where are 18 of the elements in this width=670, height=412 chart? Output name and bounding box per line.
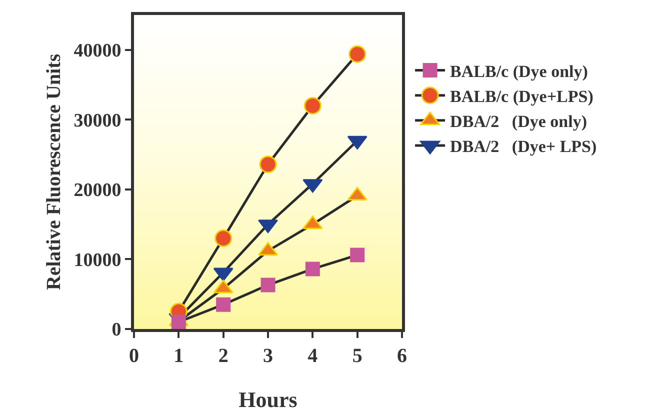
x-tick-label: 1 [174,345,184,367]
x-tick-label: 3 [263,345,273,367]
legend-label: DBA/2 (Dye+ LPS) [450,137,597,156]
x-tick-label: 0 [129,345,139,367]
x-tick-label: 4 [308,345,318,367]
x-tick-label: 2 [218,345,228,367]
x-tick-label: 6 [397,345,407,367]
y-axis-title: Relative Fluorescence Units [43,54,66,290]
legend-label: BALB/c (Dye only) [450,62,588,81]
legend-label: DBA/2 (Dye only) [450,112,587,132]
y-tick-label: 30000 [74,110,122,132]
y-tick-label: 20000 [74,180,122,202]
y-tick-label: 10000 [74,250,122,271]
y-tick-label: 0 [112,320,122,341]
x-axis-title: Hours [238,387,298,412]
legend-label: BALB/c (Dye+LPS) [450,86,594,106]
x-tick-label: 5 [352,345,362,367]
y-tick-label: 40000 [74,40,122,62]
